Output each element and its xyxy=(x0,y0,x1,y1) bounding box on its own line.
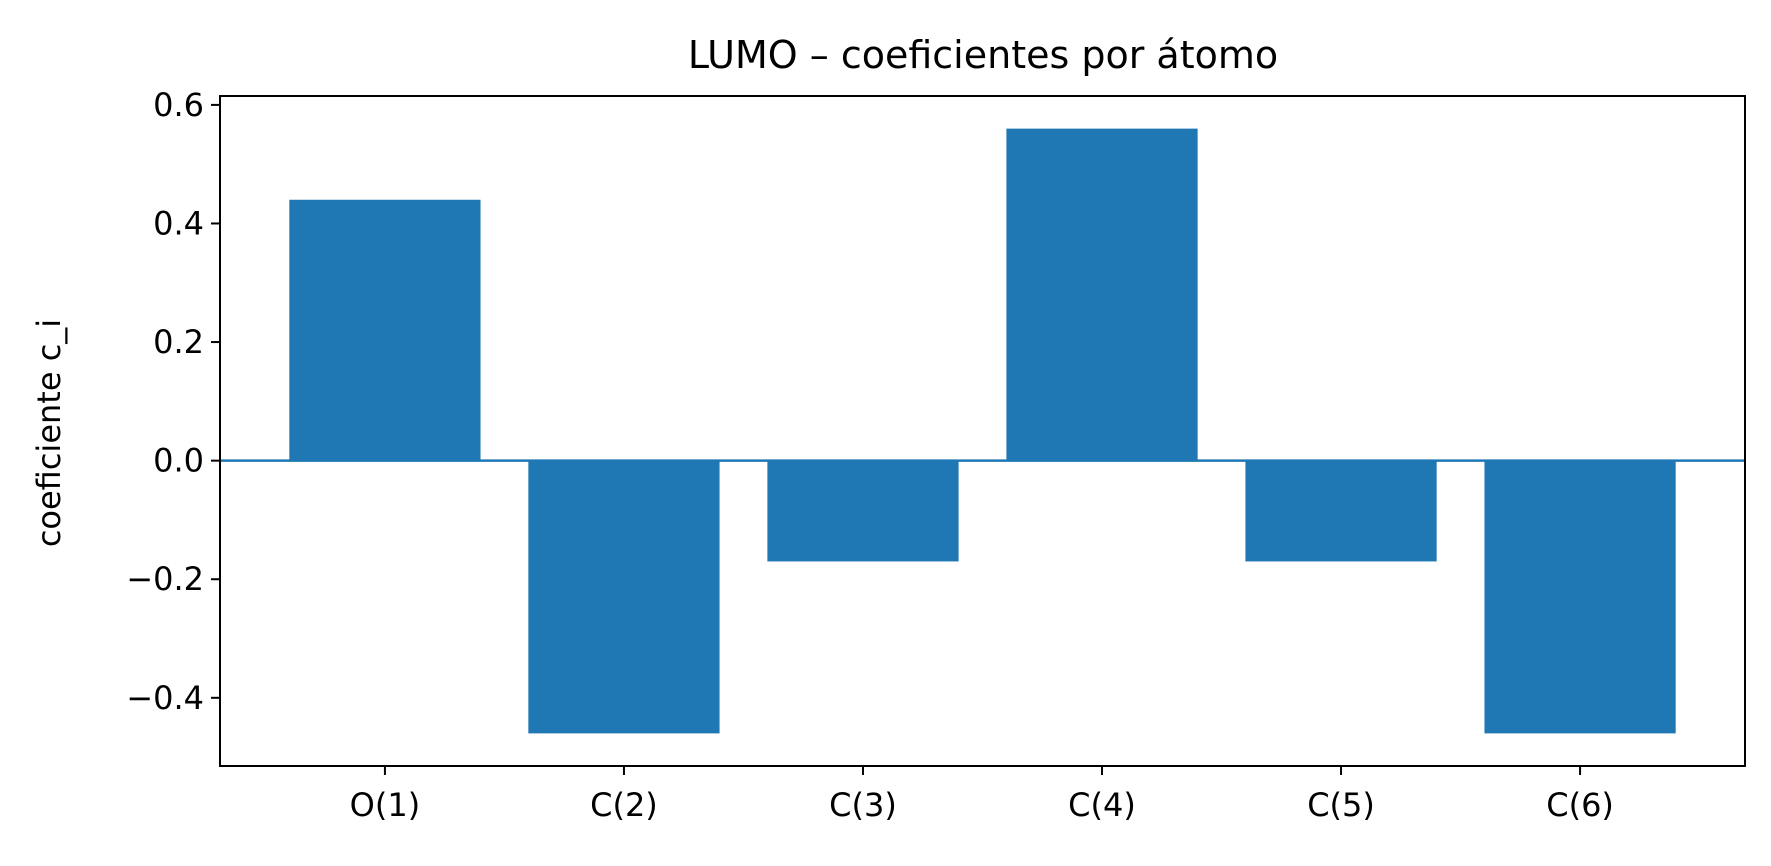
x-tick-label: C(6) xyxy=(1546,786,1614,824)
y-tick-label: 0.4 xyxy=(153,204,204,242)
plot-area xyxy=(220,128,1745,734)
y-tick-label: 0.0 xyxy=(153,442,204,480)
x-tick-label: C(5) xyxy=(1307,786,1375,824)
chart-title: LUMO – coeficientes por átomo xyxy=(688,33,1278,77)
bar-4 xyxy=(1245,460,1437,562)
x-tick-label: C(2) xyxy=(590,786,658,824)
y-tick-label: 0.6 xyxy=(153,86,204,124)
y-axis-label: coeficiente c_i xyxy=(30,319,68,547)
y-axis: −0.4 −0.2 0.0 0.2 0.4 0.6 xyxy=(126,86,220,717)
y-tick-label: −0.4 xyxy=(126,679,204,717)
x-tick-label: O(1) xyxy=(350,786,421,824)
y-tick-label: 0.2 xyxy=(153,323,204,361)
bar-3 xyxy=(1006,128,1198,461)
bar-0 xyxy=(289,199,481,461)
x-tick-label: C(4) xyxy=(1068,786,1136,824)
bar-1 xyxy=(528,460,720,734)
x-tick-label: C(3) xyxy=(829,786,897,824)
plot-frame xyxy=(219,95,1746,767)
y-tick-label: −0.2 xyxy=(126,560,204,598)
x-axis: O(1) C(2) C(3) C(4) C(5) C(6) xyxy=(350,766,1614,824)
bar-5 xyxy=(1484,460,1676,734)
bar-2 xyxy=(767,460,959,562)
